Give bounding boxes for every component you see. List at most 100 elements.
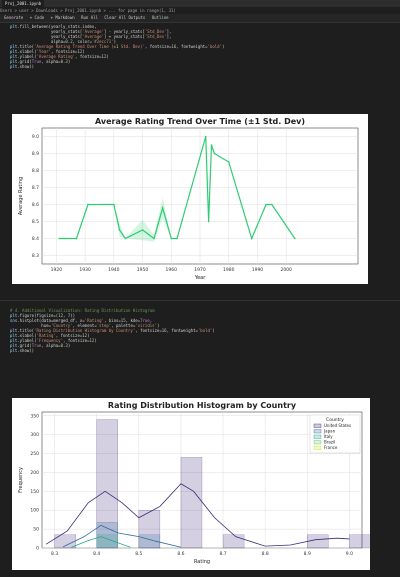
x-tick-label: 8.5 xyxy=(135,551,142,557)
code-line[interactable]: plt.fill_between(yearly_stats.index, xyxy=(10,24,97,29)
legend-swatch xyxy=(313,445,322,450)
x-tick-label: 8.8 xyxy=(262,551,269,557)
add-markdown-button[interactable]: + Markdown xyxy=(50,15,75,20)
outline-button[interactable]: Outline xyxy=(151,15,169,20)
legend-title: Country xyxy=(326,417,344,423)
data-point xyxy=(170,237,173,240)
legend-swatch xyxy=(313,440,322,445)
data-point xyxy=(282,220,285,223)
code-line[interactable]: plt.title('Rating Distribution Histogram… xyxy=(10,328,215,333)
y-tick-label: 150 xyxy=(30,489,39,495)
x-tick-label: 1940 xyxy=(108,267,120,273)
y-tick-label: 8.8 xyxy=(32,168,39,174)
trend-chart-svg: Average Rating Trend Over Time (±1 Std. … xyxy=(18,117,359,281)
y-axis-label: Frequency xyxy=(18,467,24,493)
code-line[interactable]: # 4. Additional Visualization: Rating Di… xyxy=(10,308,155,313)
legend-entry: United States xyxy=(324,423,351,428)
code-line[interactable]: plt.grid(True, alpha=0.3) xyxy=(10,59,71,64)
x-axis-label: Rating xyxy=(194,559,210,565)
code-line[interactable]: plt.show() xyxy=(10,348,35,353)
add-code-button[interactable]: + Code xyxy=(29,15,45,20)
y-tick-label: 350 xyxy=(30,413,39,419)
x-tick-label: 9.0 xyxy=(346,551,353,557)
y-tick-label: 0 xyxy=(36,546,39,552)
data-point xyxy=(87,203,89,206)
data-point xyxy=(207,220,210,223)
code-line[interactable]: yearly_stats['Average'] - yearly_stats['… xyxy=(10,29,172,34)
kde-curve xyxy=(62,524,182,548)
code-line[interactable]: plt.ylabel('Average Rating', fontsize=12… xyxy=(10,54,109,59)
data-point xyxy=(294,237,296,240)
legend-entry: Italy xyxy=(324,434,333,439)
breadcrumb[interactable]: Users > user > Downloads > Proj_2001.ipy… xyxy=(0,7,400,14)
x-tick-label: 8.3 xyxy=(51,551,58,557)
y-axis-label: Average Rating xyxy=(18,177,24,215)
histogram-bar xyxy=(307,534,329,549)
legend-entry: Japan xyxy=(323,429,336,434)
data-point xyxy=(250,237,253,240)
data-point xyxy=(101,203,104,206)
data-point xyxy=(141,229,144,231)
kde-curve xyxy=(71,536,131,548)
data-point xyxy=(265,203,267,206)
data-point xyxy=(227,161,230,163)
x-tick-label: 1950 xyxy=(137,267,149,273)
legend-entry: France xyxy=(324,445,338,450)
x-tick-label: 1930 xyxy=(79,267,91,273)
run-all-button[interactable]: Run All xyxy=(81,15,98,20)
histogram-bar xyxy=(54,534,76,549)
y-tick-label: 9.0 xyxy=(32,134,39,140)
y-tick-label: 8.7 xyxy=(32,185,39,191)
chart-title: Rating Distribution Histogram by Country xyxy=(108,401,297,410)
code-cell-2[interactable]: # 4. Additional Visualization: Rating Di… xyxy=(0,308,400,353)
x-tick-label: 8.9 xyxy=(304,551,311,557)
y-tick-label: 50 xyxy=(33,527,39,533)
legend-entry: Brazil xyxy=(324,440,335,445)
code-line[interactable]: hue='Country', element='step', palette='… xyxy=(10,323,160,328)
x-tick-label: 8.7 xyxy=(219,551,226,557)
code-line[interactable]: plt.xlabel('Rating', fontsize=12) xyxy=(10,333,90,338)
code-line[interactable]: plt.show() xyxy=(10,64,35,69)
code-line[interactable]: plt.grid(True, alpha=0.3) xyxy=(10,343,71,348)
code-line[interactable]: yearly_stats['Average'] + yearly_stats['… xyxy=(10,34,172,39)
x-tick-label: 8.4 xyxy=(93,551,100,557)
data-point xyxy=(113,203,115,206)
clear-outputs-button[interactable]: Clear All Outputs xyxy=(104,15,146,20)
title-bar: Proj_2001.ipynb xyxy=(0,0,400,7)
legend-box xyxy=(309,414,361,454)
std-dev-band xyxy=(59,136,295,242)
average-rating-line xyxy=(59,136,296,241)
code-line[interactable]: sns.histplot(data=merged_df, x='Rating',… xyxy=(10,318,153,323)
data-point xyxy=(213,152,216,155)
x-tick-label: 2000 xyxy=(280,267,292,273)
data-point xyxy=(204,135,207,138)
y-tick-label: 8.6 xyxy=(32,202,39,208)
x-tick-label: 1980 xyxy=(223,267,235,273)
code-line[interactable]: alpha=0.2, color='#2ecc71') xyxy=(10,39,116,44)
histogram-bar xyxy=(349,534,371,549)
notebook-tab[interactable]: Proj_2001.ipynb xyxy=(2,0,45,7)
y-tick-label: 8.3 xyxy=(32,253,39,259)
code-line[interactable]: plt.xlabel('Year', fontsize=12) xyxy=(10,49,85,54)
data-point xyxy=(118,229,121,231)
data-point xyxy=(176,237,178,240)
data-point xyxy=(75,237,78,240)
y-tick-label: 250 xyxy=(30,451,39,457)
x-tick-label: 1990 xyxy=(252,267,264,273)
code-line[interactable]: plt.title('Average Rating Trend Over Tim… xyxy=(10,44,225,49)
histogram-chart-svg: Rating Distribution Histogram by Country… xyxy=(18,401,371,565)
legend-swatch xyxy=(313,429,322,434)
cell-divider xyxy=(0,300,400,301)
x-tick-label: 1970 xyxy=(194,267,206,273)
code-line[interactable]: plt.ylabel('Frequency', fontsize=12) xyxy=(10,338,97,343)
legend-swatch xyxy=(313,434,322,439)
x-tick-label: 8.6 xyxy=(177,551,184,557)
generate-button[interactable]: Generate xyxy=(4,15,24,20)
code-line[interactable]: plt.figure(figsize=(12, 7)) xyxy=(10,313,76,318)
y-tick-label: 100 xyxy=(30,508,39,514)
y-tick-label: 300 xyxy=(30,432,39,438)
histogram-bar xyxy=(222,534,245,549)
x-tick-label: 1920 xyxy=(51,267,63,273)
data-point xyxy=(271,203,273,206)
code-cell-1[interactable]: plt.fill_between(yearly_stats.index, yea… xyxy=(0,24,400,69)
